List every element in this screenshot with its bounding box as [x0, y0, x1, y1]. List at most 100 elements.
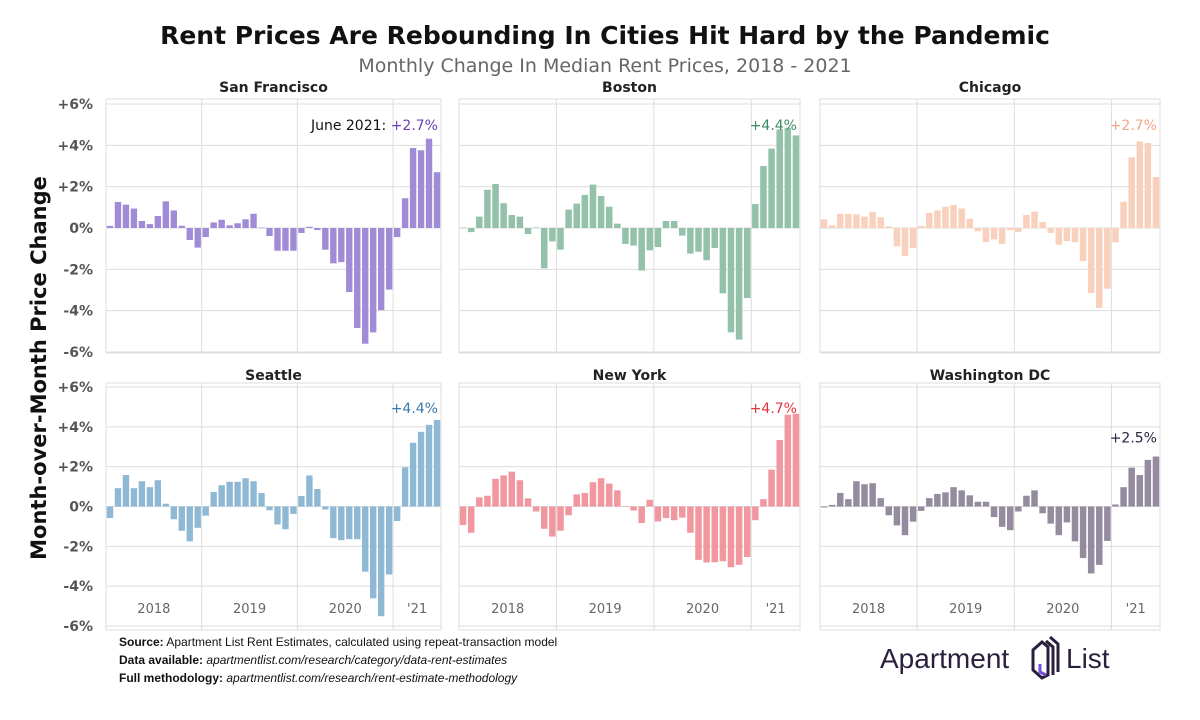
- annotation-value: +2.7%: [391, 118, 438, 134]
- bar: [836, 213, 844, 228]
- bar: [170, 506, 177, 520]
- bar: [330, 506, 337, 539]
- bar: [861, 484, 868, 507]
- bar: [828, 225, 836, 228]
- bar: [760, 499, 767, 507]
- bar: [869, 212, 876, 228]
- bar: [1063, 228, 1071, 242]
- bar: [162, 201, 170, 228]
- bar: [776, 129, 783, 228]
- bar: [210, 222, 217, 228]
- panel-frame: [105, 98, 442, 354]
- bar: [869, 483, 876, 507]
- bar: [194, 228, 201, 248]
- method-link[interactable]: apartmentlist.com/research/rent-estimate…: [226, 671, 518, 685]
- bar: [106, 225, 114, 228]
- bar: [178, 506, 185, 531]
- annotation: +4.4%: [391, 401, 438, 417]
- bar: [670, 220, 678, 228]
- bar: [540, 228, 548, 269]
- bar: [242, 219, 249, 228]
- bar: [1047, 228, 1054, 233]
- panel-seattle: +6% +4% +2% 0% -2% -4% -6% Seattle +4.4% 2018 2019…: [58, 368, 442, 635]
- bar: [958, 208, 965, 228]
- bar: [573, 203, 580, 228]
- bar: [687, 506, 694, 533]
- bar: [909, 506, 917, 522]
- bar: [114, 488, 122, 507]
- bar: [877, 217, 884, 228]
- bar: [1087, 228, 1095, 294]
- panel-title: Boston: [602, 80, 657, 96]
- year-label: '21: [407, 602, 427, 617]
- bar: [719, 228, 727, 294]
- bar: [282, 506, 289, 530]
- annotation: June 2021: +2.7%: [310, 118, 438, 134]
- panel-title: Washington DC: [930, 368, 1051, 384]
- panel-boston: Boston +4.4%: [458, 80, 801, 354]
- bar: [540, 506, 548, 529]
- bar: [711, 506, 719, 563]
- panel-title: New York: [593, 368, 667, 384]
- bar: [990, 506, 998, 518]
- bar: [703, 506, 710, 563]
- bar: [226, 225, 233, 228]
- bar: [597, 195, 605, 228]
- bar: [218, 485, 225, 507]
- bar: [484, 189, 491, 228]
- bar: [417, 431, 425, 507]
- year-label: 2019: [949, 602, 982, 617]
- bar: [877, 498, 884, 507]
- bar: [508, 471, 516, 507]
- bar: [500, 203, 507, 228]
- bar: [346, 506, 353, 540]
- annotation: +4.7%: [750, 401, 797, 417]
- bar: [362, 506, 369, 572]
- bar: [218, 219, 225, 228]
- bar: [565, 506, 572, 516]
- bar: [409, 148, 417, 228]
- chart-title: Rent Prices Are Rebounding In Cities Hit…: [160, 21, 1050, 50]
- bar: [662, 506, 670, 519]
- bar: [516, 480, 524, 507]
- year-label: 2020: [1046, 602, 1079, 617]
- bar: [492, 183, 499, 228]
- bar: [298, 228, 305, 233]
- bar: [306, 475, 313, 507]
- bar: [784, 414, 792, 507]
- bar: [266, 506, 273, 511]
- data-link[interactable]: apartmentlist.com/research/category/data…: [206, 653, 507, 667]
- footer-data: Data available: apartmentlist.com/resear…: [119, 653, 507, 667]
- annotation-value: +4.4%: [391, 401, 438, 417]
- bar: [1112, 504, 1119, 507]
- annotation: +2.7%: [1110, 118, 1157, 134]
- bar: [820, 219, 828, 228]
- bar: [581, 492, 589, 507]
- bar: [760, 166, 767, 228]
- bar: [210, 491, 217, 507]
- bar: [178, 225, 185, 228]
- y-tick-label: +6%: [58, 380, 94, 396]
- bar: [893, 228, 901, 247]
- bar: [409, 442, 417, 507]
- bar: [630, 228, 637, 246]
- bar: [330, 228, 337, 264]
- bar: [1047, 506, 1054, 524]
- bar: [274, 506, 281, 525]
- year-label: 2019: [233, 602, 266, 617]
- year-label: 2018: [852, 602, 885, 617]
- bar: [393, 228, 401, 238]
- bar: [385, 228, 393, 290]
- bar: [1015, 228, 1022, 232]
- bar: [1104, 506, 1111, 541]
- bar: [695, 506, 702, 560]
- bar: [1055, 506, 1063, 536]
- bar: [130, 488, 138, 507]
- bar: [354, 506, 361, 540]
- bar: [622, 505, 629, 507]
- panel-title: San Francisco: [219, 80, 328, 96]
- annotation-value: +4.4%: [750, 118, 797, 134]
- bar: [1023, 214, 1030, 228]
- bar: [885, 506, 893, 516]
- bar: [727, 506, 735, 568]
